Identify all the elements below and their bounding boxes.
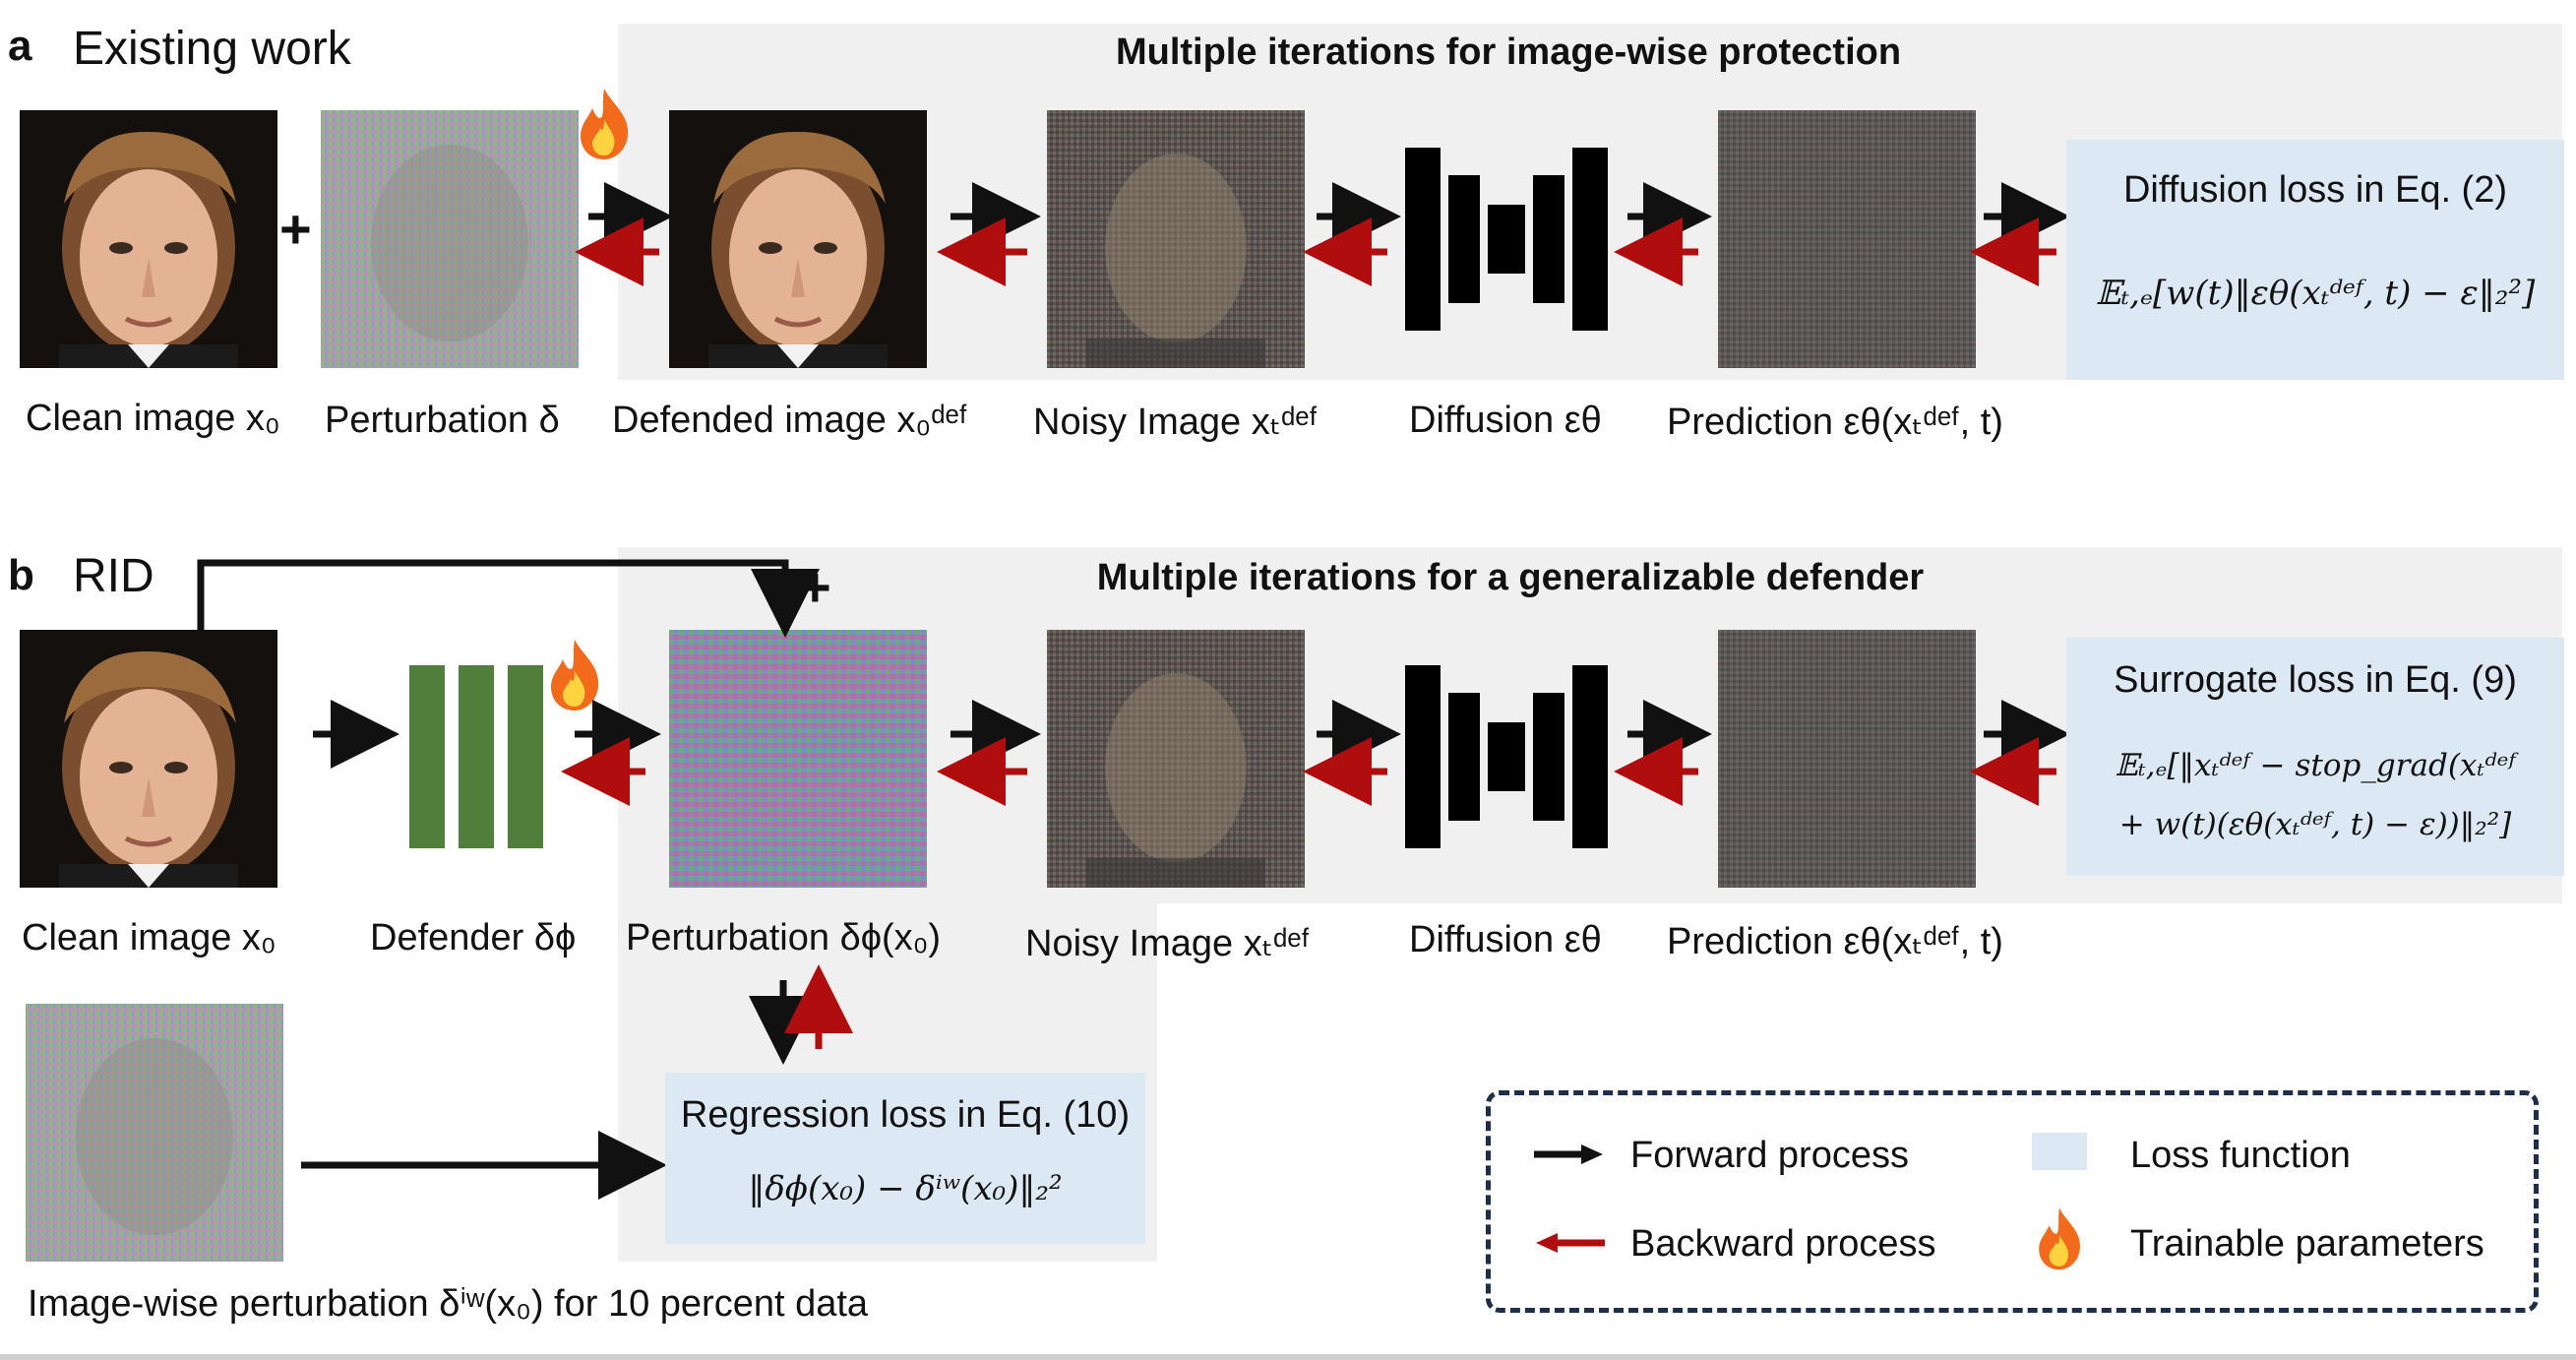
panel-a-letter: a [8,22,32,70]
clean-face-image [20,630,277,888]
flame-icon [2039,1207,2080,1270]
label-defender: Defender δϕ [370,917,577,958]
label-prediction: Prediction εθ(xₜᵈᵉᶠ, t) [1667,402,2003,443]
panel-a-arrows [575,182,2070,286]
diffusion-loss-title: Diffusion loss in Eq. (2) [2122,169,2508,211]
noisy-image [1047,630,1305,888]
label-imagewise-perturbation: Image-wise perturbation δⁱʷ(x₀) for 10 p… [28,1283,869,1325]
unet-diffusion-icon [1405,148,1608,331]
panel-b-name: RID [73,550,154,602]
surrogate-loss-equation-line2: + w(t)(εθ(xₜᵈᵉᶠ, t) − ε))‖₂²] [2118,807,2512,842]
noisy-image [1047,110,1305,368]
label-defended-image: Defended image x₀ᵈᵉᶠ [612,400,968,441]
defender-network-icon [409,665,543,848]
label-perturbation: Perturbation δ [325,400,560,441]
label-noisy-image: Noisy Image xₜᵈᵉᶠ [1025,923,1311,964]
label-diffusion: Diffusion εθ [1409,919,1602,960]
defended-face-image [669,110,927,368]
surrogate-loss-title: Surrogate loss in Eq. (9) [2114,659,2517,701]
imagewise-perturbation-image [26,1004,283,1262]
forward-arrow [301,700,2070,1200]
panel-b-letter: b [8,551,34,599]
diffusion-loss-box: Diffusion loss in Eq. (2) 𝔼ₜ,ₑ[w(t)‖εθ(x… [2066,140,2564,380]
panel-a-plus: + [279,198,312,260]
label-diffusion: Diffusion εθ [1409,400,1602,441]
legend: Forward process Backward process Loss fu… [1486,1090,2539,1313]
panel-a-name: Existing work [73,23,351,75]
skip-connection-arrow [197,559,820,638]
diffusion-loss-equation: 𝔼ₜ,ₑ[w(t)‖εθ(xₜᵈᵉᶠ, t) − ε‖₂²] [2095,274,2536,313]
regression-loss-box: Regression loss in Eq. (10) ‖δϕ(x₀) − δⁱ… [665,1073,1145,1244]
legend-forward-label: Forward process [1630,1135,1909,1176]
bottom-edge-bar [0,1354,2576,1360]
flame-icon [551,640,599,711]
legend-trainable-label: Trainable parameters [2130,1223,2484,1265]
surrogate-loss-box: Surrogate loss in Eq. (9) 𝔼ₜ,ₑ[‖xₜᵈᵉᶠ − … [2066,638,2564,876]
perturbation-noise-image [669,630,927,888]
surrogate-loss-equation-line1: 𝔼ₜ,ₑ[‖xₜᵈᵉᶠ − stop_grad(xₜᵈᵉᶠ [2115,748,2516,783]
flame-icon [581,89,629,159]
backward-arrow-icon [1536,1233,1605,1253]
unet-diffusion-icon [1405,665,1608,848]
label-clean-image: Clean image x₀ [22,917,276,958]
prediction-noise-image [1718,630,1976,888]
label-clean-image: Clean image x₀ [26,398,280,439]
panel-b-section-title: Multiple iterations for a generalizable … [1096,557,1925,598]
clean-face-image [20,110,277,368]
panel-a-section-title: Multiple iterations for image-wise prote… [1115,31,1902,73]
backward-arrow [561,737,2056,1049]
legend-loss-label: Loss function [2130,1135,2351,1176]
regression-loss-equation: ‖δϕ(x₀) − δⁱʷ(x₀)‖₂² [748,1169,1063,1208]
regression-loss-title: Regression loss in Eq. (10) [680,1094,1131,1136]
label-perturbation: Perturbation δϕ(x₀) [626,917,942,958]
legend-backward-label: Backward process [1630,1223,1936,1265]
label-prediction: Prediction εθ(xₜᵈᵉᶠ, t) [1667,921,2003,962]
loss-function-swatch [2032,1133,2087,1170]
label-noisy-image: Noisy Image xₜᵈᵉᶠ [1033,402,1319,443]
perturbation-noise-image [321,110,579,368]
prediction-noise-image [1718,110,1976,368]
forward-arrow-icon [1534,1144,1603,1164]
